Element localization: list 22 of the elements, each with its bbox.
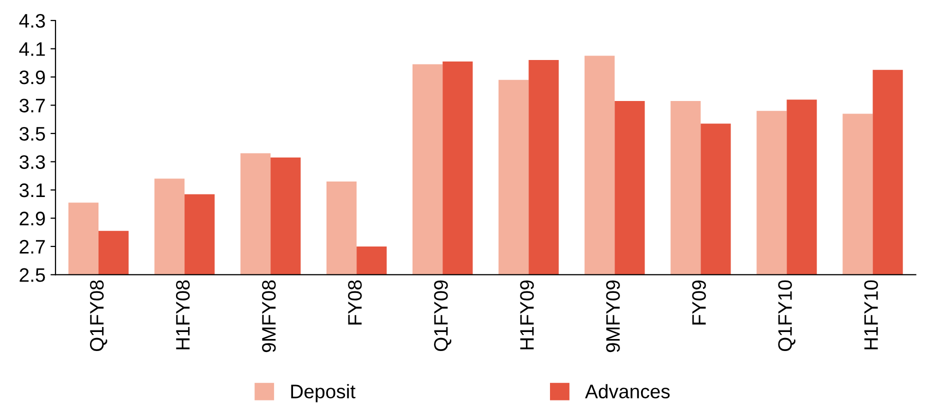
x-tick-label: H1FY10	[864, 280, 878, 350]
x-tick-label: Q1FY10	[778, 280, 796, 352]
x-tick-label: 9MFY08	[262, 280, 276, 352]
y-tick-label: 3.1	[19, 183, 45, 198]
y-tick-label: 4.1	[19, 42, 45, 56]
y-tick-label: 3.7	[19, 98, 45, 112]
x-tick-label: H1FY08	[176, 280, 190, 350]
x-tick-label: FY08	[348, 280, 362, 324]
y-tick-label: 3.3	[19, 155, 45, 169]
legend-label: Advances	[585, 384, 670, 398]
x-tick-label: Q1FY08	[90, 280, 108, 352]
y-tick-label: 4.3	[19, 14, 45, 28]
x-tick-label: 9MFY09	[606, 280, 620, 352]
legend-label: Deposit	[291, 384, 356, 402]
y-tick-label: 2.7	[20, 240, 45, 254]
x-tick-label: Q1FY09	[434, 280, 452, 352]
y-tick-label: 3.5	[19, 126, 45, 141]
x-tick-label: H1FY09	[520, 280, 534, 350]
x-tick-label: FY09	[692, 280, 706, 324]
y-tick-label: 2.5	[20, 268, 45, 282]
y-tick-label: 2.9	[20, 212, 45, 226]
y-tick-label: 3.9	[19, 70, 45, 84]
